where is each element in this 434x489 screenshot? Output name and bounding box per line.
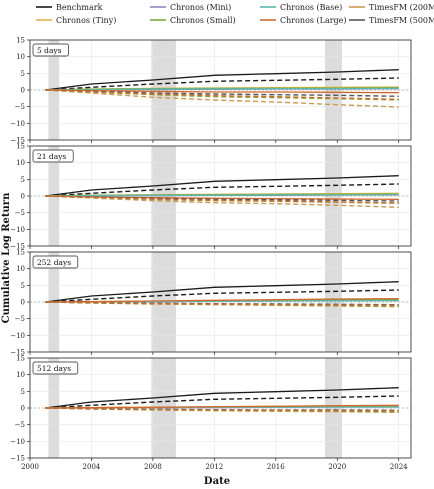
series-line: [45, 183, 399, 197]
y-tick-label: 10: [16, 371, 25, 379]
panel-label-box: [32, 149, 74, 163]
series-line: [45, 281, 399, 303]
legend-label: Chronos (Base): [280, 3, 342, 12]
legend-label: Benchmark: [56, 3, 103, 12]
legend-item: Chronos (Large): [260, 16, 347, 25]
series-line: [45, 175, 399, 197]
legend-label: Chronos (Tiny): [56, 16, 116, 25]
y-tick-label: −15: [10, 349, 25, 357]
legend-label: TimesFM (500M): [369, 16, 434, 25]
y-tick-label: 0: [21, 87, 25, 95]
series-line: [45, 195, 399, 200]
y-tick-label: 10: [16, 265, 25, 273]
y-tick-label: 15: [16, 249, 25, 257]
series-line: [45, 387, 399, 409]
y-tick-label: 5: [21, 282, 25, 290]
y-tick-label: 10: [16, 53, 25, 61]
panel-label: 5 days: [37, 46, 62, 55]
panel-label-box: [32, 43, 69, 57]
legend-label: Chronos (Small): [170, 16, 236, 25]
y-tick-label: −15: [10, 137, 25, 145]
y-tick-label: 15: [16, 355, 25, 363]
series-line: [45, 89, 399, 108]
legend-item: Chronos (Tiny): [36, 16, 116, 25]
series-line: [45, 89, 399, 97]
y-tick-label: 15: [16, 37, 25, 45]
legend-label: TimesFM (200M): [369, 3, 434, 12]
y-axis-label: Cumulative Log Return: [1, 192, 12, 323]
y-tick-label: 5: [21, 176, 25, 184]
series-line: [45, 301, 399, 306]
panel-label-box: [32, 255, 79, 269]
legend-item: Benchmark: [36, 3, 103, 12]
x-tick-label: 2000: [21, 463, 39, 471]
legend-item: Chronos (Base): [260, 3, 342, 12]
panel-label: 512 days: [37, 364, 71, 373]
y-tick-label: 0: [21, 299, 25, 307]
series-line: [45, 87, 399, 91]
series-line: [45, 194, 399, 197]
panel-label: 252 days: [37, 258, 71, 267]
y-tick-label: 5: [21, 70, 25, 78]
y-tick-label: 5: [21, 388, 25, 396]
y-tick-label: −5: [15, 421, 25, 429]
series-line: [45, 195, 399, 202]
x-tick-label: 2016: [267, 463, 285, 471]
series-line: [45, 298, 399, 303]
x-axis-label: Date: [204, 476, 230, 487]
chart-panel: −15 −10 −5 0 5 10 15 252 days: [10, 249, 412, 357]
legend-label: Chronos (Mini): [170, 3, 231, 12]
x-tick-label: 2020: [328, 463, 346, 471]
series-line: [45, 289, 399, 303]
series-line: [45, 395, 399, 409]
chart-panel: −15 −10 −5 0 5 10 15 21 days: [10, 143, 412, 251]
chart-panels: −15 −10 −5 0 5 10 15 5 days −15 −10 −5 0 5 10 15 21 day…: [10, 37, 412, 471]
chart-panel: −15 −10 −5 0 5 10 15 5 days: [10, 37, 412, 145]
y-tick-label: −5: [15, 103, 25, 111]
series-line: [45, 69, 399, 91]
y-tick-label: 0: [21, 405, 25, 413]
legend-item: Chronos (Mini): [150, 3, 231, 12]
series-line: [45, 195, 399, 208]
y-tick-label: 15: [16, 143, 25, 151]
y-tick-label: −15: [10, 455, 25, 463]
series-line: [45, 89, 399, 100]
y-tick-label: −5: [15, 315, 25, 323]
x-tick-label: 2008: [144, 463, 162, 471]
series-line: [45, 77, 399, 91]
y-tick-label: 10: [16, 159, 25, 167]
y-tick-label: 0: [21, 193, 25, 201]
y-tick-label: −10: [10, 226, 25, 234]
legend-item: TimesFM (200M): [349, 3, 434, 12]
x-tick-label: 2012: [205, 463, 223, 471]
series-line: [45, 89, 399, 94]
legend-label: Chronos (Large): [280, 16, 347, 25]
panel-label: 21 days: [37, 152, 66, 161]
series-line: [45, 404, 399, 409]
panel-label-box: [32, 361, 79, 375]
legend-item: TimesFM (500M): [349, 16, 434, 25]
legend: Benchmark Chronos (Tiny) Chronos (Mini) Chr…: [36, 3, 434, 25]
y-tick-label: −10: [10, 438, 25, 446]
series-line: [45, 195, 399, 204]
legend-item: Chronos (Small): [150, 16, 236, 25]
y-tick-label: −15: [10, 243, 25, 251]
x-tick-label: 2004: [83, 463, 101, 471]
series-line: [45, 407, 399, 412]
y-tick-label: −5: [15, 209, 25, 217]
y-tick-label: −10: [10, 332, 25, 340]
y-tick-label: −10: [10, 120, 25, 128]
x-tick-label: 2024: [390, 463, 408, 471]
chart-panel: −15 −10 −5 0 5 10 15 512 days 2000 2004 2008 2012 20…: [10, 355, 412, 471]
